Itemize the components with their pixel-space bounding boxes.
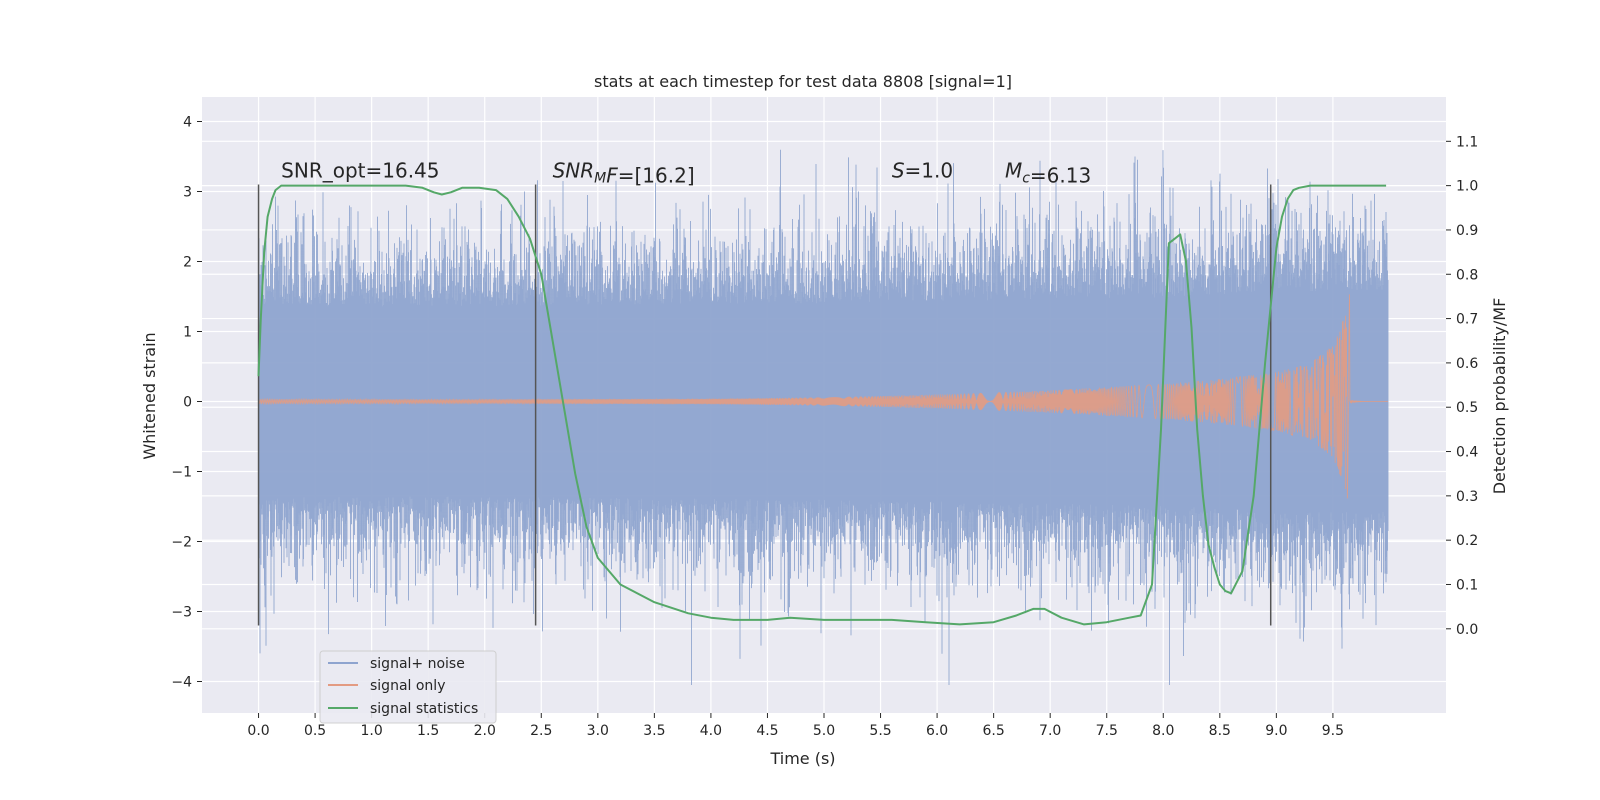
annotation-part: SNR xyxy=(553,159,595,183)
y2-tick-label: 0.8 xyxy=(1456,267,1478,283)
x-tick-label: 5.0 xyxy=(813,723,835,739)
y2-tick-label: 0.4 xyxy=(1456,445,1478,461)
y2-tick-label: 0.2 xyxy=(1456,533,1478,549)
x-tick-label: 4.0 xyxy=(700,723,722,739)
y-tick-label: −2 xyxy=(171,535,192,551)
annotation-part: =6.13 xyxy=(1030,164,1091,188)
x-tick-label: 1.0 xyxy=(361,723,383,739)
x-tick-label: 9.5 xyxy=(1322,723,1344,739)
annotation: Mc=6.13 xyxy=(1005,159,1091,188)
annotations: SNR_opt=16.45 SNRMF=[16.2] S=1.0 Mc=6.13 xyxy=(281,159,1091,188)
signal-only-series xyxy=(258,294,1389,499)
x-tick-label: 9.0 xyxy=(1265,723,1287,739)
y2-tick-label: 1.1 xyxy=(1456,134,1478,150)
annotation-part: =[16.2] xyxy=(618,164,695,188)
y-tick-label: 3 xyxy=(183,185,192,201)
legend-label-signal-only: signal only xyxy=(370,678,445,694)
annotation-part: S xyxy=(892,159,905,183)
y-axis-label: Whitened strain xyxy=(140,332,159,459)
y-tick-label: 4 xyxy=(183,115,192,131)
x-tick-label: 6.5 xyxy=(983,723,1005,739)
y-tick-label: 2 xyxy=(183,255,192,271)
x-tick-label: 7.5 xyxy=(1096,723,1118,739)
y2-axis-label: Detection probability/MF xyxy=(1490,298,1509,495)
x-axis-ticks: 0.0 0.5 1.0 1.5 2.0 2.5 3.0 3.5 4.0 4.5 5.0 5.5 6.0 6… xyxy=(247,713,1344,739)
x-axis-label: Time (s) xyxy=(769,749,835,768)
x-tick-label: 0.5 xyxy=(304,723,326,739)
x-tick-label: 8.5 xyxy=(1209,723,1231,739)
annotation-part: M xyxy=(594,171,606,187)
legend-box xyxy=(319,650,497,724)
annotation: SNR_opt=16.45 xyxy=(281,159,439,183)
y-tick-label: 0 xyxy=(183,395,192,411)
y2-tick-label: 0.9 xyxy=(1456,223,1478,239)
x-tick-label: 3.0 xyxy=(587,723,609,739)
x-tick-label: 0.0 xyxy=(247,723,269,739)
annotation: S=1.0 xyxy=(892,159,953,183)
annotation-part: M xyxy=(1005,159,1022,183)
signal-statistics-line xyxy=(257,184,1387,626)
y2-tick-label: 0.6 xyxy=(1456,356,1478,372)
signal-only-trace xyxy=(258,294,1389,499)
annotation-part: SNR_opt=16.45 xyxy=(281,159,439,183)
y2-tick-label: 0.1 xyxy=(1456,577,1478,593)
y-tick-label: −3 xyxy=(171,605,192,621)
x-tick-label: 2.5 xyxy=(530,723,552,739)
annotation-part: =1.0 xyxy=(905,159,954,183)
y2-tick-label: 1.0 xyxy=(1456,179,1478,195)
x-tick-label: 5.5 xyxy=(869,723,891,739)
legend-label-signal-noise: signal+ noise xyxy=(370,656,465,672)
y-axis-ticks: 4 3 2 1 0 −1 −2 −3 −4 xyxy=(171,115,202,691)
y2-tick-label: 0.7 xyxy=(1456,312,1478,328)
y2-tick-label: 0.0 xyxy=(1456,622,1478,638)
annotation-part: F xyxy=(606,164,618,188)
x-tick-label: 1.5 xyxy=(417,723,439,739)
annotation-part: c xyxy=(1022,171,1030,187)
x-tick-label: 4.5 xyxy=(756,723,778,739)
legend-label-signal-statistics: signal statistics xyxy=(370,701,478,717)
chart-title: stats at each timestep for test data 880… xyxy=(594,72,1012,91)
y-tick-label: 1 xyxy=(183,325,192,341)
y-tick-label: −1 xyxy=(171,465,192,481)
y2-tick-label: 0.3 xyxy=(1456,489,1478,505)
x-tick-label: 8.0 xyxy=(1152,723,1174,739)
x-tick-label: 2.0 xyxy=(474,723,496,739)
x-tick-label: 3.5 xyxy=(643,723,665,739)
legend: signal+ noise signal only signal statist… xyxy=(319,650,497,724)
x-tick-label: 6.0 xyxy=(926,723,948,739)
signal-statistics-series xyxy=(257,184,1387,626)
y2-axis-ticks: 1.1 1.0 0.9 0.8 0.7 0.6 0.5 0.4 0.3 0.2 0.1 0.0 xyxy=(1446,134,1478,638)
y-tick-label: −4 xyxy=(171,675,192,691)
x-tick-label: 7.0 xyxy=(1039,723,1061,739)
annotation: SNRMF=[16.2] xyxy=(553,159,695,188)
y2-tick-label: 0.5 xyxy=(1456,400,1478,416)
